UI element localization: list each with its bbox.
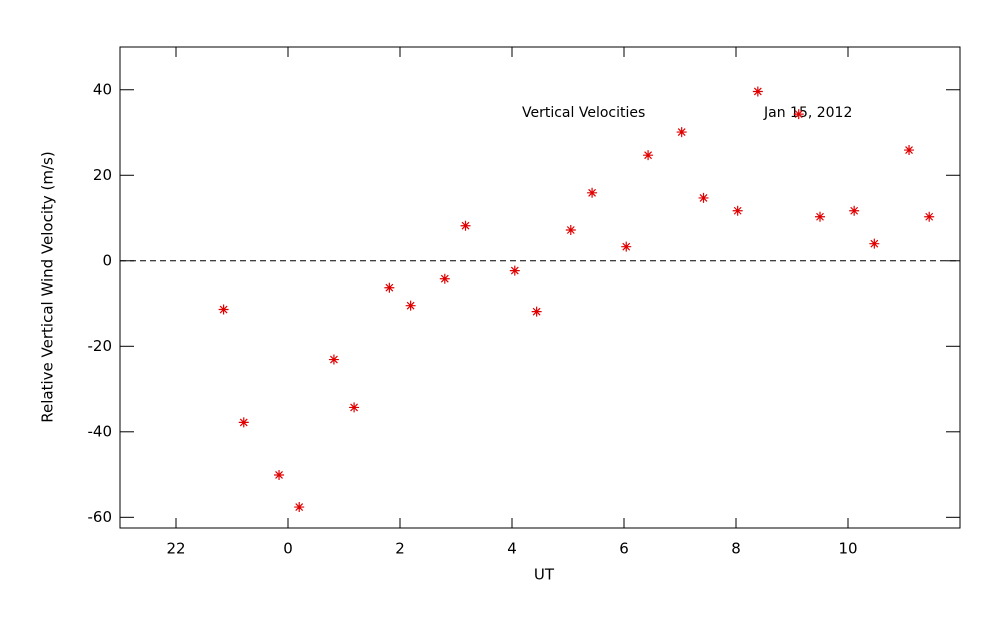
point xyxy=(294,502,305,513)
point xyxy=(643,150,654,161)
point xyxy=(621,241,632,252)
point xyxy=(793,109,804,120)
x-tick-label: 2 xyxy=(395,540,405,558)
y-tick-label: 40 xyxy=(93,80,112,98)
y-tick-label: 0 xyxy=(102,251,112,269)
point xyxy=(405,300,416,311)
y-axis-label: Relative Vertical Wind Velocity (m/s) xyxy=(39,151,57,422)
plot-frame xyxy=(119,46,961,529)
y-tick-label: -40 xyxy=(88,422,113,440)
annotation: Jan 15, 2012 xyxy=(763,105,852,121)
point xyxy=(439,273,450,284)
x-tick-label: 4 xyxy=(507,540,517,558)
point xyxy=(904,145,915,156)
point xyxy=(698,192,709,203)
x-tick-label: 0 xyxy=(283,540,293,558)
y-tick-label: -20 xyxy=(88,337,113,355)
x-tick-label: 22 xyxy=(166,540,185,558)
point xyxy=(238,417,249,428)
point xyxy=(460,220,471,231)
x-tick-label: 6 xyxy=(619,540,629,558)
point xyxy=(349,402,360,413)
point xyxy=(676,127,687,138)
point xyxy=(849,205,860,216)
point xyxy=(531,306,542,317)
y-tick-label: 20 xyxy=(93,166,112,184)
point xyxy=(752,86,763,97)
point xyxy=(328,354,339,365)
point xyxy=(565,224,576,235)
point xyxy=(587,187,598,198)
x-axis-label: UT xyxy=(534,566,555,584)
x-tick-label: 8 xyxy=(731,540,741,558)
point xyxy=(218,304,229,315)
point xyxy=(274,469,285,480)
point xyxy=(384,282,395,293)
x-tick-label: 10 xyxy=(838,540,857,558)
point xyxy=(815,211,825,222)
y-tick-label: -60 xyxy=(88,508,113,526)
annotation: Vertical Velocities xyxy=(522,105,645,121)
point xyxy=(509,265,520,276)
point xyxy=(869,238,880,249)
point xyxy=(924,211,935,222)
point xyxy=(732,205,743,216)
